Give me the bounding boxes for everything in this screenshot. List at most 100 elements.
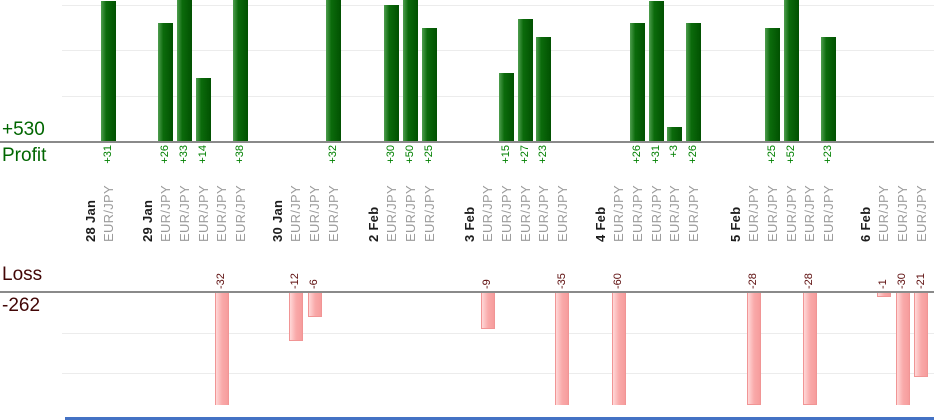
symbol-label: EUR/JPY [307, 184, 322, 242]
loss-value-label: -35 [555, 273, 568, 289]
symbol-label: EUR/JPY [177, 184, 192, 242]
profit-value-label: +25 [422, 145, 435, 164]
profit-bar [403, 0, 418, 141]
profit-total-label: +530 [2, 119, 45, 140]
date-label: 2 Feb [365, 206, 381, 242]
symbol-label: EUR/JPY [480, 184, 496, 242]
symbol-label: EUR/JPY [403, 184, 418, 242]
symbol-label: EUR/JPY [325, 184, 341, 242]
profit-bar [783, 0, 799, 141]
loss-gridline-20 [62, 373, 934, 374]
loss-value-label: -60 [612, 273, 625, 289]
loss-bar [802, 293, 817, 405]
date-label: 3 Feb [461, 206, 477, 242]
symbol-label: EUR/JPY [685, 184, 701, 242]
loss-bar [288, 293, 303, 341]
profit-value-label: +38 [233, 145, 246, 164]
profit-value-label: +27 [518, 145, 531, 164]
symbol-label: EUR/JPY [913, 184, 929, 242]
date-label: 4 Feb [592, 206, 608, 242]
loss-value-label: -32 [215, 273, 228, 289]
profit-bar [421, 28, 437, 141]
loss-value-label: -1 [877, 279, 890, 289]
symbol-label: EUR/JPY [421, 184, 437, 242]
loss-bar [746, 293, 761, 405]
profit-value-label: +26 [159, 145, 172, 164]
symbol-label: EUR/JPY [746, 184, 762, 242]
profit-bar [177, 0, 192, 141]
loss-value-label: -30 [896, 273, 908, 289]
symbol-label: EUR/JPY [820, 184, 836, 242]
symbol-label: EUR/JPY [195, 184, 211, 242]
loss-value-label: -6 [308, 279, 320, 289]
symbol-label: EUR/JPY [895, 184, 910, 242]
symbol-label: EUR/JPY [611, 184, 627, 242]
profit-value-label: +15 [500, 145, 512, 164]
profit-bar [685, 23, 701, 141]
date-label: 28 Jan [82, 199, 98, 242]
date-label: 6 Feb [857, 206, 873, 242]
profit-value-label: +50 [404, 145, 416, 164]
profit-bar [499, 73, 514, 141]
loss-value-label: -28 [747, 273, 760, 289]
profit-gridline-20 [62, 50, 934, 51]
profit-bar [101, 1, 117, 141]
loss-axis-line [0, 291, 934, 293]
symbol-label: EUR/JPY [802, 184, 818, 242]
loss-value-label: -21 [914, 273, 927, 289]
profit-bar [820, 37, 836, 141]
symbol-label: EUR/JPY [536, 184, 552, 242]
symbol-label: EUR/JPY [765, 184, 780, 242]
profit-value-label: +31 [649, 145, 662, 164]
profit-bars-area [0, 0, 934, 141]
profit-bar [765, 28, 780, 141]
symbol-label: EUR/JPY [554, 184, 570, 242]
profit-value-label: +26 [686, 145, 699, 164]
profit-value-label: +26 [631, 145, 643, 164]
profit-value-label: +3 [668, 145, 681, 158]
profit-bar [667, 127, 683, 141]
loss-bars-area [0, 293, 934, 405]
symbol-label: EUR/JPY [648, 184, 664, 242]
loss-bar [307, 293, 322, 317]
profit-axis-line [0, 141, 934, 143]
loss-bar [555, 293, 570, 405]
profit-axis-label: Profit [2, 145, 47, 166]
loss-bar [480, 293, 495, 329]
symbol-label: EUR/JPY [876, 184, 892, 242]
date-label: 29 Jan [139, 199, 155, 242]
profit-bar [195, 78, 211, 141]
loss-gridline-10 [62, 333, 934, 334]
profit-value-label: +14 [196, 145, 209, 164]
profit-value-label: +25 [766, 145, 778, 164]
symbol-label: EUR/JPY [384, 184, 400, 242]
loss-bar [214, 293, 229, 405]
date-label: 30 Jan [269, 199, 285, 242]
symbol-label: EUR/JPY [517, 184, 533, 242]
loss-value-label: -28 [803, 273, 816, 289]
profit-bar [325, 0, 341, 141]
profit-gridline-10 [62, 96, 934, 97]
profit-bar [536, 37, 552, 141]
profit-bar [630, 23, 645, 141]
loss-total-label: -262 [2, 295, 41, 316]
symbol-label: EUR/JPY [630, 184, 645, 242]
profit-value-label: +52 [784, 145, 797, 164]
profit-bar [648, 1, 664, 141]
profit-value-label: +30 [385, 145, 398, 164]
profit-value-label: +31 [102, 145, 115, 164]
symbol-label: EUR/JPY [232, 184, 248, 242]
profit-bar [384, 5, 400, 141]
loss-axis-label: Loss [2, 264, 43, 285]
profit-gridline-30 [62, 5, 934, 6]
symbol-label: EUR/JPY [158, 184, 174, 242]
profit-bar [232, 0, 248, 141]
loss-bar [611, 293, 626, 405]
loss-bar [914, 293, 929, 377]
profit-bar [158, 23, 174, 141]
profit-value-label: +32 [326, 145, 339, 164]
loss-value-label: -9 [481, 279, 494, 289]
symbol-label: EUR/JPY [783, 184, 799, 242]
loss-bar [895, 293, 910, 405]
